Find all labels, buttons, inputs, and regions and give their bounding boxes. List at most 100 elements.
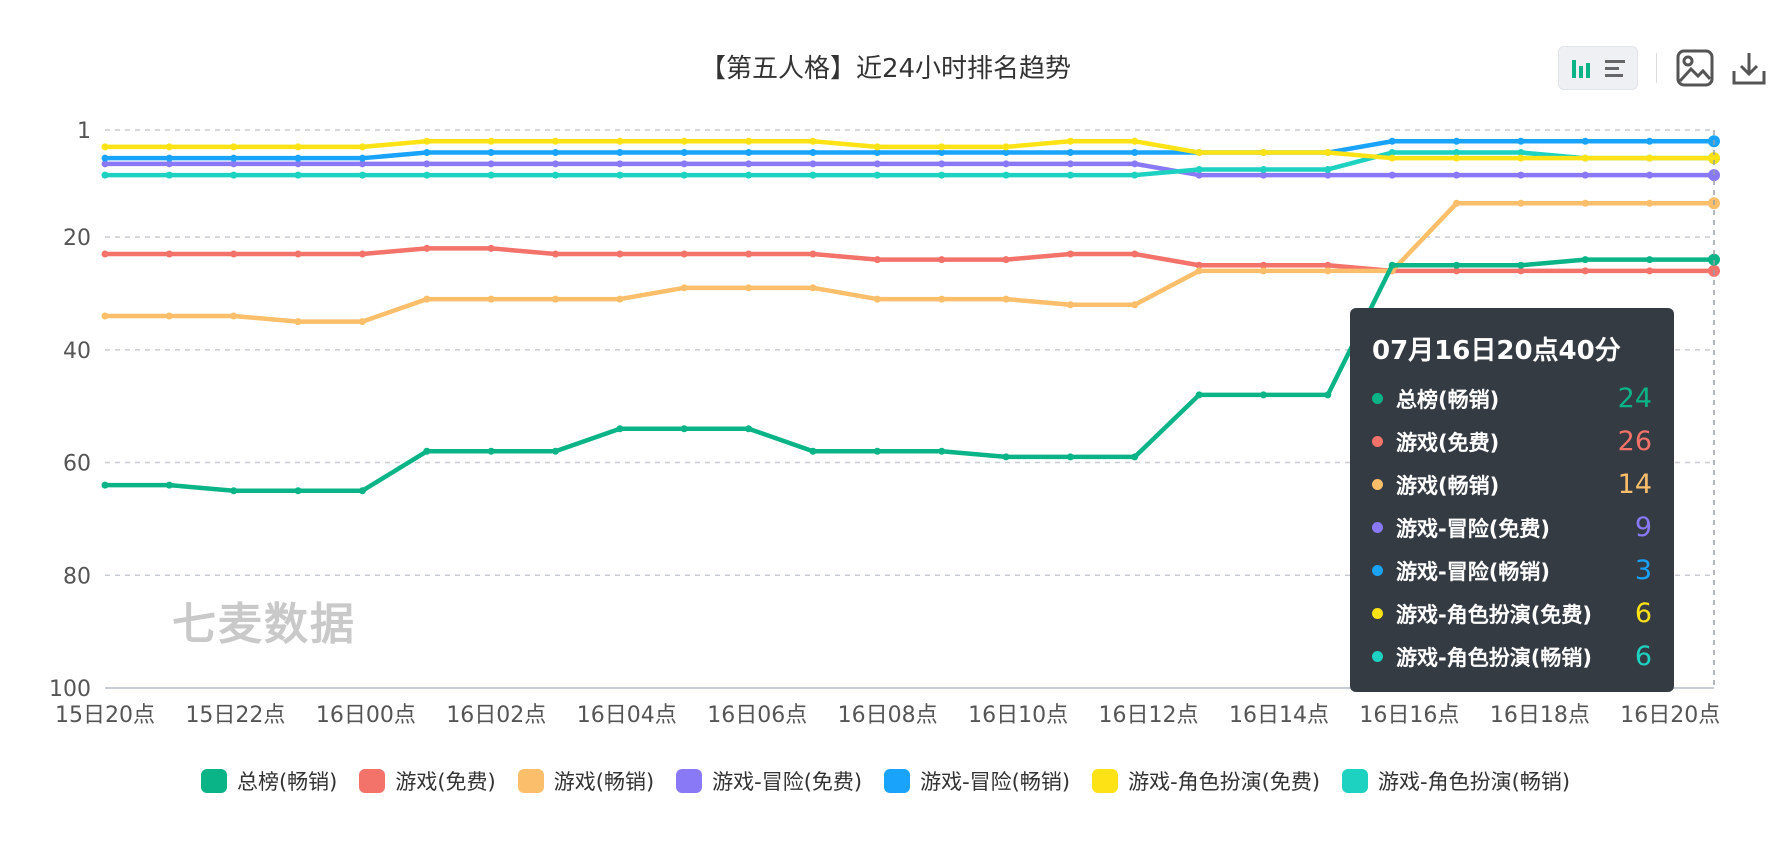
data-point (1002, 256, 1010, 264)
tooltip-series-name: 游戏(免费) (1396, 430, 1500, 455)
data-point (230, 487, 238, 495)
series-line (105, 161, 1714, 178)
legend-swatch-icon (200, 769, 227, 793)
data-point (1324, 165, 1332, 173)
data-point (165, 143, 173, 151)
data-point (1002, 143, 1010, 151)
data-point (1388, 171, 1396, 179)
data-point (552, 295, 560, 303)
series-1 (101, 244, 1720, 277)
x-tick-label: 16日10点 (968, 703, 1068, 728)
data-point (1195, 165, 1203, 173)
legend-item[interactable]: 总榜(畅销) (200, 766, 337, 796)
series-dot-icon (1372, 565, 1383, 576)
legend-item[interactable]: 游戏-角色扮演(畅销) (1342, 766, 1570, 796)
legend-label: 游戏-冒险(畅销) (920, 770, 1071, 794)
x-tick-label: 16日16点 (1359, 703, 1459, 728)
tooltip-series-name: 游戏-冒险(免费) (1396, 516, 1550, 541)
data-point (487, 244, 495, 252)
data-point (358, 154, 366, 162)
data-point (552, 160, 560, 168)
data-point (616, 250, 624, 258)
tooltip-series-name: 游戏-冒险(畅销) (1396, 559, 1550, 584)
data-point (1195, 267, 1203, 275)
tooltip-series-value: 26 (1617, 426, 1652, 457)
data-point (487, 137, 495, 145)
series-0 (101, 253, 1720, 495)
data-point (230, 154, 238, 162)
x-tick-label: 15日22点 (185, 703, 285, 728)
data-point (552, 447, 560, 455)
data-point (873, 256, 881, 264)
data-point (1646, 267, 1654, 275)
data-point (1131, 137, 1139, 145)
data-point (1517, 171, 1525, 179)
data-point (938, 447, 946, 455)
data-point (552, 250, 560, 258)
data-point (487, 295, 495, 303)
series-dot-icon (1372, 393, 1383, 404)
data-point (745, 160, 753, 168)
data-point (230, 312, 238, 320)
data-point (358, 143, 366, 151)
x-tick-label: 16日06点 (707, 703, 807, 728)
data-point (294, 154, 302, 162)
legend-item[interactable]: 游戏-冒险(畅销) (884, 766, 1070, 796)
data-point (616, 137, 624, 145)
legend-label: 游戏-冒险(免费) (712, 770, 863, 794)
data-point (745, 250, 753, 258)
data-point (1131, 301, 1139, 309)
y-tick-label: 80 (63, 564, 91, 589)
data-point (1581, 137, 1589, 145)
list-icon[interactable] (1603, 55, 1627, 81)
download-icon[interactable] (1729, 48, 1769, 88)
legend-item[interactable]: 游戏-冒险(免费) (676, 766, 862, 796)
data-point (1453, 261, 1461, 269)
series-line (105, 201, 1714, 324)
data-point (1259, 165, 1267, 173)
data-point (230, 250, 238, 258)
data-point (1324, 261, 1332, 269)
x-tick-label: 16日20点 (1620, 703, 1720, 728)
tooltip-row: 游戏(畅销) 14 (1372, 463, 1652, 506)
legend-swatch-icon (676, 769, 703, 793)
data-point (1453, 149, 1461, 157)
data-point (809, 250, 817, 258)
image-icon[interactable] (1675, 48, 1715, 88)
data-point (1388, 261, 1396, 269)
tooltip-row: 游戏(免费) 26 (1372, 420, 1652, 463)
legend-item[interactable]: 游戏(畅销) (517, 766, 655, 796)
data-point (745, 284, 753, 292)
data-point (165, 481, 173, 489)
data-point (423, 295, 431, 303)
legend-item[interactable]: 游戏(免费) (359, 766, 496, 796)
chart-toolbar (1558, 46, 1771, 90)
bar-chart-icon[interactable] (1569, 55, 1593, 81)
data-point (423, 149, 431, 157)
data-point (1581, 199, 1589, 207)
data-point (165, 154, 173, 162)
data-point (1195, 261, 1203, 269)
data-point (487, 160, 495, 168)
series-4 (101, 135, 1720, 162)
data-point (294, 143, 302, 151)
data-point (1581, 154, 1589, 162)
data-point (1581, 171, 1589, 179)
data-point (745, 425, 753, 433)
data-point (1195, 171, 1203, 179)
tooltip-row: 游戏-冒险(免费) 9 (1372, 506, 1652, 549)
data-point (101, 250, 109, 258)
watermark-logo: 七麦数据 (172, 599, 356, 650)
data-point (745, 171, 753, 179)
series-line (105, 139, 1714, 161)
tooltip-series-value: 6 (1634, 641, 1652, 672)
data-point (230, 143, 238, 151)
data-point (1066, 137, 1074, 145)
legend-swatch-icon (1342, 769, 1369, 793)
data-point (423, 160, 431, 168)
tooltip-series-value: 9 (1634, 512, 1652, 543)
legend-label: 游戏(畅销) (553, 770, 655, 794)
data-point (873, 295, 881, 303)
legend-item[interactable]: 游戏-角色扮演(免费) (1092, 766, 1320, 796)
